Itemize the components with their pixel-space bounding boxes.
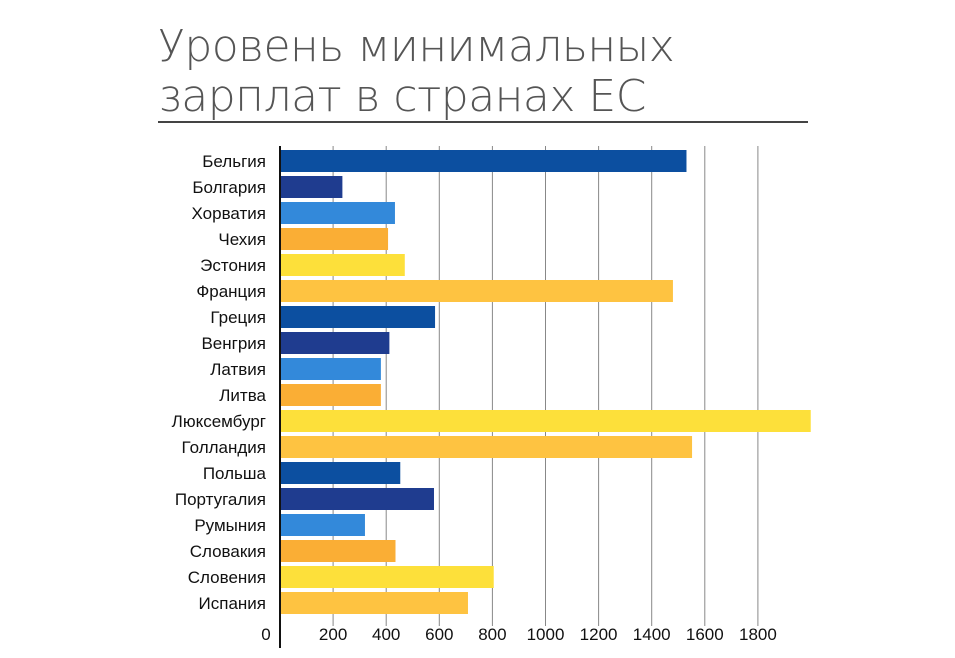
- category-label: Голландия: [182, 438, 266, 457]
- bar: [280, 540, 396, 562]
- category-label: Испания: [199, 594, 266, 613]
- x-tick-label: 1400: [633, 625, 671, 644]
- category-label: Бельгия: [202, 152, 266, 171]
- x-tick-label: 600: [425, 625, 453, 644]
- category-label: Франция: [196, 282, 266, 301]
- bar: [280, 358, 381, 380]
- bar: [280, 436, 693, 458]
- chart-title-line-1: Уровень минимальных: [158, 21, 675, 72]
- category-label: Румыния: [194, 516, 266, 535]
- bar: [280, 566, 494, 588]
- category-label: Польша: [203, 464, 267, 483]
- category-label: Латвия: [210, 360, 266, 379]
- category-label: Хорватия: [192, 204, 266, 223]
- x-tick-labels: 0 200 400 600 800 1000 1200 1400 1600 1800: [261, 625, 777, 644]
- bar: [280, 332, 390, 354]
- category-label: Литва: [219, 386, 266, 405]
- title-underline: [158, 121, 808, 123]
- bar: [280, 462, 401, 484]
- category-label: Португалия: [175, 490, 266, 509]
- category-label: Болгария: [192, 178, 266, 197]
- category-label: Греция: [210, 308, 266, 327]
- bar: [280, 228, 389, 250]
- bar: [280, 280, 673, 302]
- category-label: Словакия: [190, 542, 266, 561]
- bar: [280, 384, 381, 406]
- bar: [280, 306, 436, 328]
- x-tick-label: 200: [319, 625, 347, 644]
- bar: [280, 514, 365, 536]
- x-tick-label: 400: [372, 625, 400, 644]
- x-tick-label: 1800: [739, 625, 777, 644]
- chart-title-line-2: зарплат в странах ЕС: [158, 71, 646, 122]
- category-label: Словения: [188, 568, 266, 587]
- category-label: Эстония: [200, 256, 266, 275]
- chart-title: Уровень минимальных зарплат в странах ЕС: [158, 21, 675, 122]
- category-label: Чехия: [218, 230, 266, 249]
- bar: [280, 592, 468, 614]
- category-label: Люксембург: [172, 412, 266, 431]
- x-tick-label: 800: [478, 625, 506, 644]
- bar: [280, 254, 405, 276]
- x-tick-label: 1000: [527, 625, 565, 644]
- gridlines: [332, 146, 759, 626]
- category-labels: Бельгия Болгария Хорватия Чехия Эстония Франц…: [172, 152, 267, 613]
- x-tick-label: 0: [261, 625, 270, 644]
- x-tick-label: 1600: [686, 625, 724, 644]
- bar: [280, 176, 343, 198]
- bar: [280, 150, 687, 172]
- bar: [280, 202, 395, 224]
- x-tick-label: 1200: [580, 625, 618, 644]
- bars: [280, 150, 811, 614]
- category-label: Венгрия: [201, 334, 266, 353]
- bar: [280, 410, 811, 432]
- bar: [280, 488, 434, 510]
